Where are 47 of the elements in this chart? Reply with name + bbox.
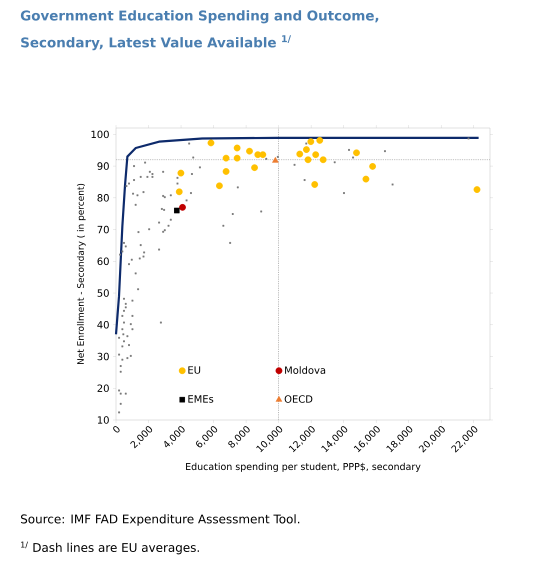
y-tick-label: 90 [97,162,109,170]
point [316,136,324,144]
line-series [114,136,480,336]
point [312,151,320,158]
y-tick-label: 40 [97,321,109,329]
point [234,144,241,152]
point [304,156,312,164]
y-tick-label: 50 [98,289,109,297]
point [208,140,214,146]
point [234,154,241,162]
point [272,156,279,163]
source-note: Source: IMF FAD Expenditure Assessment Tool. [20,514,300,526]
point [353,149,360,156]
point [474,186,480,193]
y-tick-label: 100 [92,130,109,138]
point [303,146,310,153]
point [246,148,253,155]
point [307,138,314,146]
legend-label: EMEs [188,395,214,403]
text: $^{1/}$ Dash lines are EU averages. [21,542,199,554]
y-tick-label: 80 [97,194,109,202]
point [179,204,186,211]
point [369,163,376,170]
y-tick-label: 10 [98,416,109,424]
point [216,182,223,190]
legend-label: OECD [284,395,312,403]
chart-title: Government Education Spending and Outcome, Secondary, Latest Value Available $^{1/}$ [20,10,378,50]
y-tick-label: 30 [98,352,109,360]
point [176,188,183,196]
x-tick-label: 0 [113,426,120,433]
y-axis-title: Net Enrollment - Secondary ( in percent) [76,184,86,364]
legend-label: EU [188,366,200,374]
point [177,170,184,176]
point [296,150,304,158]
y-tick-label: 60 [98,258,109,266]
point [311,181,318,188]
point [362,176,370,182]
point [320,156,327,164]
point [222,168,230,175]
point [222,154,230,162]
x-axis-title: Education spending per student, PPP$, secondary [186,462,421,472]
y-tick-label: 20 [98,384,109,392]
point [174,208,180,214]
point [251,164,258,172]
point [259,151,266,158]
y-tick-label: 70 [98,226,109,234]
legend-label: Moldova [285,366,326,374]
